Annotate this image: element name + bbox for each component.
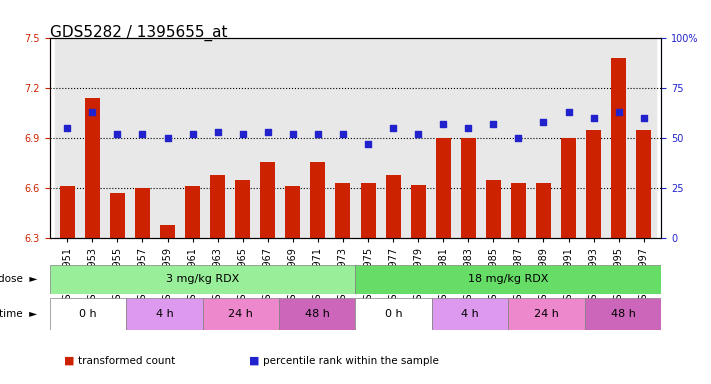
Bar xyxy=(411,185,426,238)
Point xyxy=(187,131,198,137)
Point xyxy=(137,131,148,137)
Bar xyxy=(280,38,306,238)
Bar xyxy=(155,38,180,238)
Bar xyxy=(511,183,526,238)
FancyBboxPatch shape xyxy=(50,298,127,330)
Bar xyxy=(536,183,551,238)
Bar xyxy=(456,38,481,238)
Text: 3 mg/kg RDX: 3 mg/kg RDX xyxy=(166,274,240,285)
Point xyxy=(312,131,324,137)
Bar xyxy=(531,38,556,238)
Text: dose  ►: dose ► xyxy=(0,274,37,285)
Point xyxy=(337,131,348,137)
FancyBboxPatch shape xyxy=(50,265,356,294)
Bar xyxy=(160,225,175,238)
Bar xyxy=(185,187,200,238)
Bar xyxy=(486,180,501,238)
Bar xyxy=(311,162,326,238)
Bar xyxy=(336,183,351,238)
Bar xyxy=(356,38,380,238)
Text: 48 h: 48 h xyxy=(611,309,636,319)
Bar xyxy=(135,188,150,238)
Bar xyxy=(85,98,100,238)
FancyBboxPatch shape xyxy=(356,265,661,294)
Bar xyxy=(631,38,656,238)
Bar xyxy=(581,38,606,238)
Point xyxy=(62,125,73,131)
Bar xyxy=(105,38,130,238)
Point xyxy=(112,131,123,137)
Point xyxy=(538,119,549,125)
Text: 48 h: 48 h xyxy=(305,309,330,319)
Bar xyxy=(306,38,331,238)
FancyBboxPatch shape xyxy=(203,298,279,330)
Bar xyxy=(360,183,375,238)
Bar xyxy=(331,38,356,238)
FancyBboxPatch shape xyxy=(584,298,661,330)
Point xyxy=(412,131,424,137)
Bar xyxy=(180,38,205,238)
Text: ■: ■ xyxy=(64,356,75,366)
Point xyxy=(387,125,399,131)
Point xyxy=(262,129,274,135)
Bar xyxy=(611,58,626,238)
Bar xyxy=(636,130,651,238)
Bar xyxy=(506,38,531,238)
Point xyxy=(363,141,374,147)
Point xyxy=(237,131,248,137)
Bar xyxy=(60,187,75,238)
Bar xyxy=(235,180,250,238)
FancyBboxPatch shape xyxy=(508,298,584,330)
Text: 24 h: 24 h xyxy=(534,309,559,319)
Point xyxy=(162,135,173,141)
Point xyxy=(563,109,574,115)
FancyBboxPatch shape xyxy=(356,298,432,330)
Bar xyxy=(210,175,225,238)
Point xyxy=(287,131,299,137)
Bar xyxy=(205,38,230,238)
Bar xyxy=(461,138,476,238)
Bar xyxy=(586,130,601,238)
Bar xyxy=(606,38,631,238)
Text: transformed count: transformed count xyxy=(78,356,176,366)
FancyBboxPatch shape xyxy=(127,298,203,330)
Bar xyxy=(481,38,506,238)
Text: 0 h: 0 h xyxy=(385,309,402,319)
FancyBboxPatch shape xyxy=(279,298,356,330)
Point xyxy=(488,121,499,127)
Bar xyxy=(385,175,400,238)
FancyBboxPatch shape xyxy=(432,298,508,330)
Bar xyxy=(380,38,405,238)
Point xyxy=(513,135,524,141)
Bar xyxy=(556,38,581,238)
Text: 4 h: 4 h xyxy=(461,309,479,319)
Point xyxy=(437,121,449,127)
Text: percentile rank within the sample: percentile rank within the sample xyxy=(263,356,439,366)
Bar xyxy=(55,38,80,238)
Bar xyxy=(260,162,275,238)
Bar xyxy=(561,138,576,238)
Text: GDS5282 / 1395655_at: GDS5282 / 1395655_at xyxy=(50,25,228,41)
Bar xyxy=(285,187,300,238)
Text: time  ►: time ► xyxy=(0,309,37,319)
Bar xyxy=(80,38,105,238)
Bar xyxy=(255,38,280,238)
Text: 4 h: 4 h xyxy=(156,309,173,319)
Bar xyxy=(130,38,155,238)
Bar xyxy=(230,38,255,238)
Point xyxy=(588,115,599,121)
Bar xyxy=(110,193,125,238)
Text: ■: ■ xyxy=(249,356,260,366)
Text: 0 h: 0 h xyxy=(79,309,97,319)
Text: 24 h: 24 h xyxy=(228,309,253,319)
Point xyxy=(87,109,98,115)
Bar xyxy=(436,138,451,238)
Bar xyxy=(431,38,456,238)
Bar xyxy=(405,38,431,238)
Point xyxy=(613,109,624,115)
Point xyxy=(463,125,474,131)
Text: 18 mg/kg RDX: 18 mg/kg RDX xyxy=(468,274,549,285)
Point xyxy=(212,129,223,135)
Point xyxy=(638,115,649,121)
